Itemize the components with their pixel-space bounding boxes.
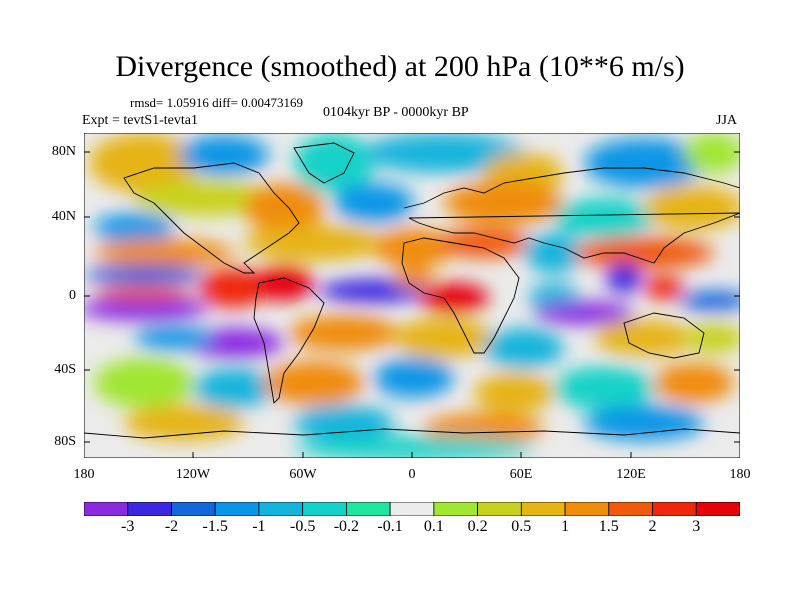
period-label: 0104kyr BP - 0000kyr BP <box>323 105 469 120</box>
colorbar-box <box>433 502 478 516</box>
colorbar-box <box>652 502 697 516</box>
coastlines <box>84 142 740 439</box>
colorbar-label: 0.1 <box>423 518 444 535</box>
coast-greenland <box>293 142 355 184</box>
colorbar-label: 1.5 <box>598 518 619 535</box>
colorbar-box <box>258 502 304 516</box>
colorbar <box>84 502 740 516</box>
colorbar-box <box>345 502 391 516</box>
colorbar-box <box>608 502 653 516</box>
colorbar-box <box>214 502 260 516</box>
colorbar-box <box>127 502 172 516</box>
coast-south-america <box>253 277 325 404</box>
colorbar-label: 2 <box>648 518 657 535</box>
page-title: Divergence (smoothed) at 200 hPa (10**6 … <box>115 50 685 83</box>
divergence-field <box>84 133 740 458</box>
coast-north-america <box>123 162 300 274</box>
colorbar-label: 0.2 <box>467 518 488 535</box>
divergence-map <box>84 133 740 458</box>
colorbar-label: -0.5 <box>290 518 316 535</box>
colorbar-label: -2 <box>164 518 179 535</box>
lon-label-120e: 120E <box>616 467 646 482</box>
colorbar-label: -0.2 <box>333 518 360 535</box>
lon-label-60e: 60E <box>509 467 533 482</box>
colorbar-box <box>302 502 347 516</box>
coast-australia <box>623 312 705 359</box>
season-label: JJA <box>716 113 738 128</box>
lon-label-0: 0 <box>408 467 416 482</box>
colorbar-label: -1 <box>252 518 266 535</box>
colorbar-box <box>84 502 129 516</box>
colorbar-label: -0.1 <box>377 518 403 535</box>
colorbar-label: 3 <box>692 518 701 535</box>
lat-label-40s: 40S <box>54 362 76 377</box>
colorbar-label: 0.5 <box>511 518 532 535</box>
lon-label-120w: 120W <box>175 467 211 482</box>
lat-label-40n: 40N <box>51 209 76 224</box>
colorbar-box <box>477 502 522 516</box>
coast-eurasia <box>403 167 740 264</box>
lat-label-80n: 80N <box>51 144 76 159</box>
lat-label-80s: 80S <box>54 434 76 449</box>
lon-label-180w: 180 <box>73 467 95 482</box>
coast-antarctica <box>84 428 740 439</box>
map-ticks <box>84 151 740 458</box>
lon-label-180e: 180 <box>729 467 751 482</box>
colorbar-box <box>520 502 566 516</box>
colorbar-label: 1 <box>561 518 570 535</box>
colorbar-box <box>564 502 610 516</box>
experiment-label: Expt = tevtS1-tevta1 <box>82 113 198 128</box>
lat-label-0: 0 <box>69 288 76 303</box>
colorbar-box <box>695 502 740 516</box>
colorbar-box <box>171 502 216 516</box>
colorbar-label: -3 <box>121 518 135 535</box>
lon-label-60w: 60W <box>289 467 317 482</box>
colorbar-box <box>389 502 435 516</box>
stats-text: rmsd= 1.05916 diff= 0.00473169 <box>130 95 303 110</box>
colorbar-label: -1.5 <box>202 518 228 535</box>
coast-africa <box>401 237 520 354</box>
